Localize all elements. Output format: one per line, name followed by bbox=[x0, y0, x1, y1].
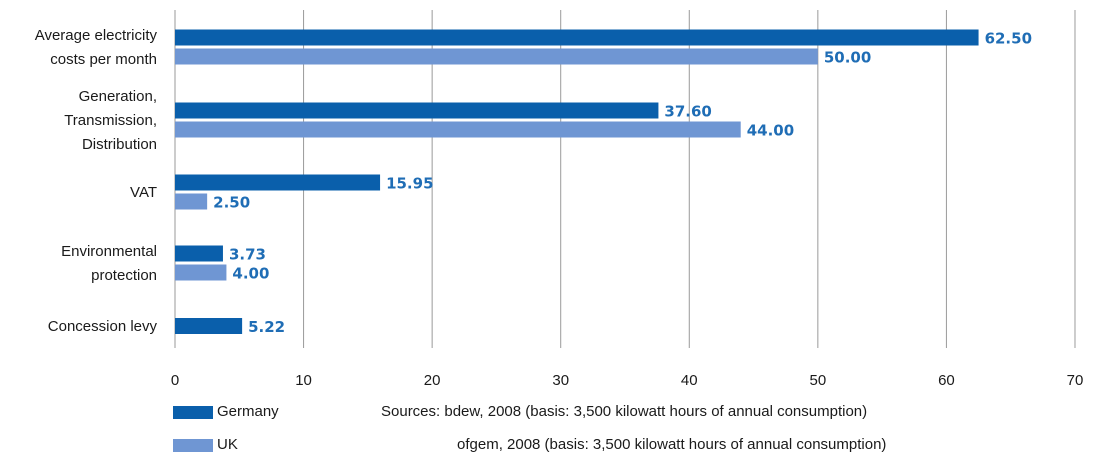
data-label-germany-2: 15.95 bbox=[386, 175, 433, 193]
legend-swatch-uk bbox=[173, 439, 213, 452]
x-tick-label-50: 50 bbox=[810, 372, 827, 389]
x-tick-label-40: 40 bbox=[681, 372, 698, 389]
category-label-4-line-0: Concession levy bbox=[48, 318, 158, 335]
x-tick-label-0: 0 bbox=[171, 372, 179, 389]
bar-germany-0 bbox=[175, 29, 979, 46]
source-note-uk: ofgem, 2008 (basis: 3,500 kilowatt hours… bbox=[457, 436, 887, 453]
source-note-germany: Sources: bdew, 2008 (basis: 3,500 kilowa… bbox=[381, 403, 868, 420]
category-label-2-line-0: VAT bbox=[130, 184, 157, 201]
bar-germany-3 bbox=[175, 245, 223, 262]
data-label-germany-0: 62.50 bbox=[985, 30, 1032, 48]
legend-label-germany: Germany bbox=[217, 403, 279, 420]
category-label-0-line-0: Average electricity bbox=[35, 27, 158, 44]
legend-label-uk: UK bbox=[217, 436, 238, 453]
bar-germany-1 bbox=[175, 102, 659, 119]
category-label-1-line-0: Generation, bbox=[79, 88, 157, 105]
data-label-germany-4: 5.22 bbox=[248, 318, 285, 336]
bar-uk-3 bbox=[175, 264, 227, 281]
legend-swatch-germany bbox=[173, 406, 213, 419]
x-tick-label-70: 70 bbox=[1067, 372, 1084, 389]
bar-germany-2 bbox=[175, 174, 381, 191]
x-tick-label-20: 20 bbox=[424, 372, 441, 389]
x-tick-label-30: 30 bbox=[552, 372, 569, 389]
category-label-1-line-1: Transmission, bbox=[64, 112, 157, 129]
data-label-uk-2: 2.50 bbox=[213, 194, 250, 212]
data-label-uk-1: 44.00 bbox=[747, 122, 794, 140]
category-label-3-line-0: Environmental bbox=[61, 243, 157, 260]
category-label-0-line-1: costs per month bbox=[50, 51, 157, 68]
data-label-uk-0: 50.00 bbox=[824, 49, 871, 67]
data-label-uk-3: 4.00 bbox=[232, 265, 269, 283]
legend-item-germany: Germany Sources: bdew, 2008 (basis: 3,50… bbox=[173, 403, 1073, 423]
bar-uk-0 bbox=[175, 48, 818, 65]
data-label-germany-1: 37.60 bbox=[664, 103, 711, 121]
x-tick-label-10: 10 bbox=[295, 372, 312, 389]
bar-uk-2 bbox=[175, 193, 208, 210]
category-label-3-line-1: protection bbox=[91, 267, 157, 284]
data-label-germany-3: 3.73 bbox=[229, 246, 266, 264]
category-label-1-line-2: Distribution bbox=[82, 136, 157, 153]
bar-germany-4 bbox=[175, 318, 243, 334]
bar-uk-1 bbox=[175, 121, 741, 138]
x-tick-label-60: 60 bbox=[938, 372, 955, 389]
legend-item-uk: UK ofgem, 2008 (basis: 3,500 kilowatt ho… bbox=[173, 436, 1073, 456]
